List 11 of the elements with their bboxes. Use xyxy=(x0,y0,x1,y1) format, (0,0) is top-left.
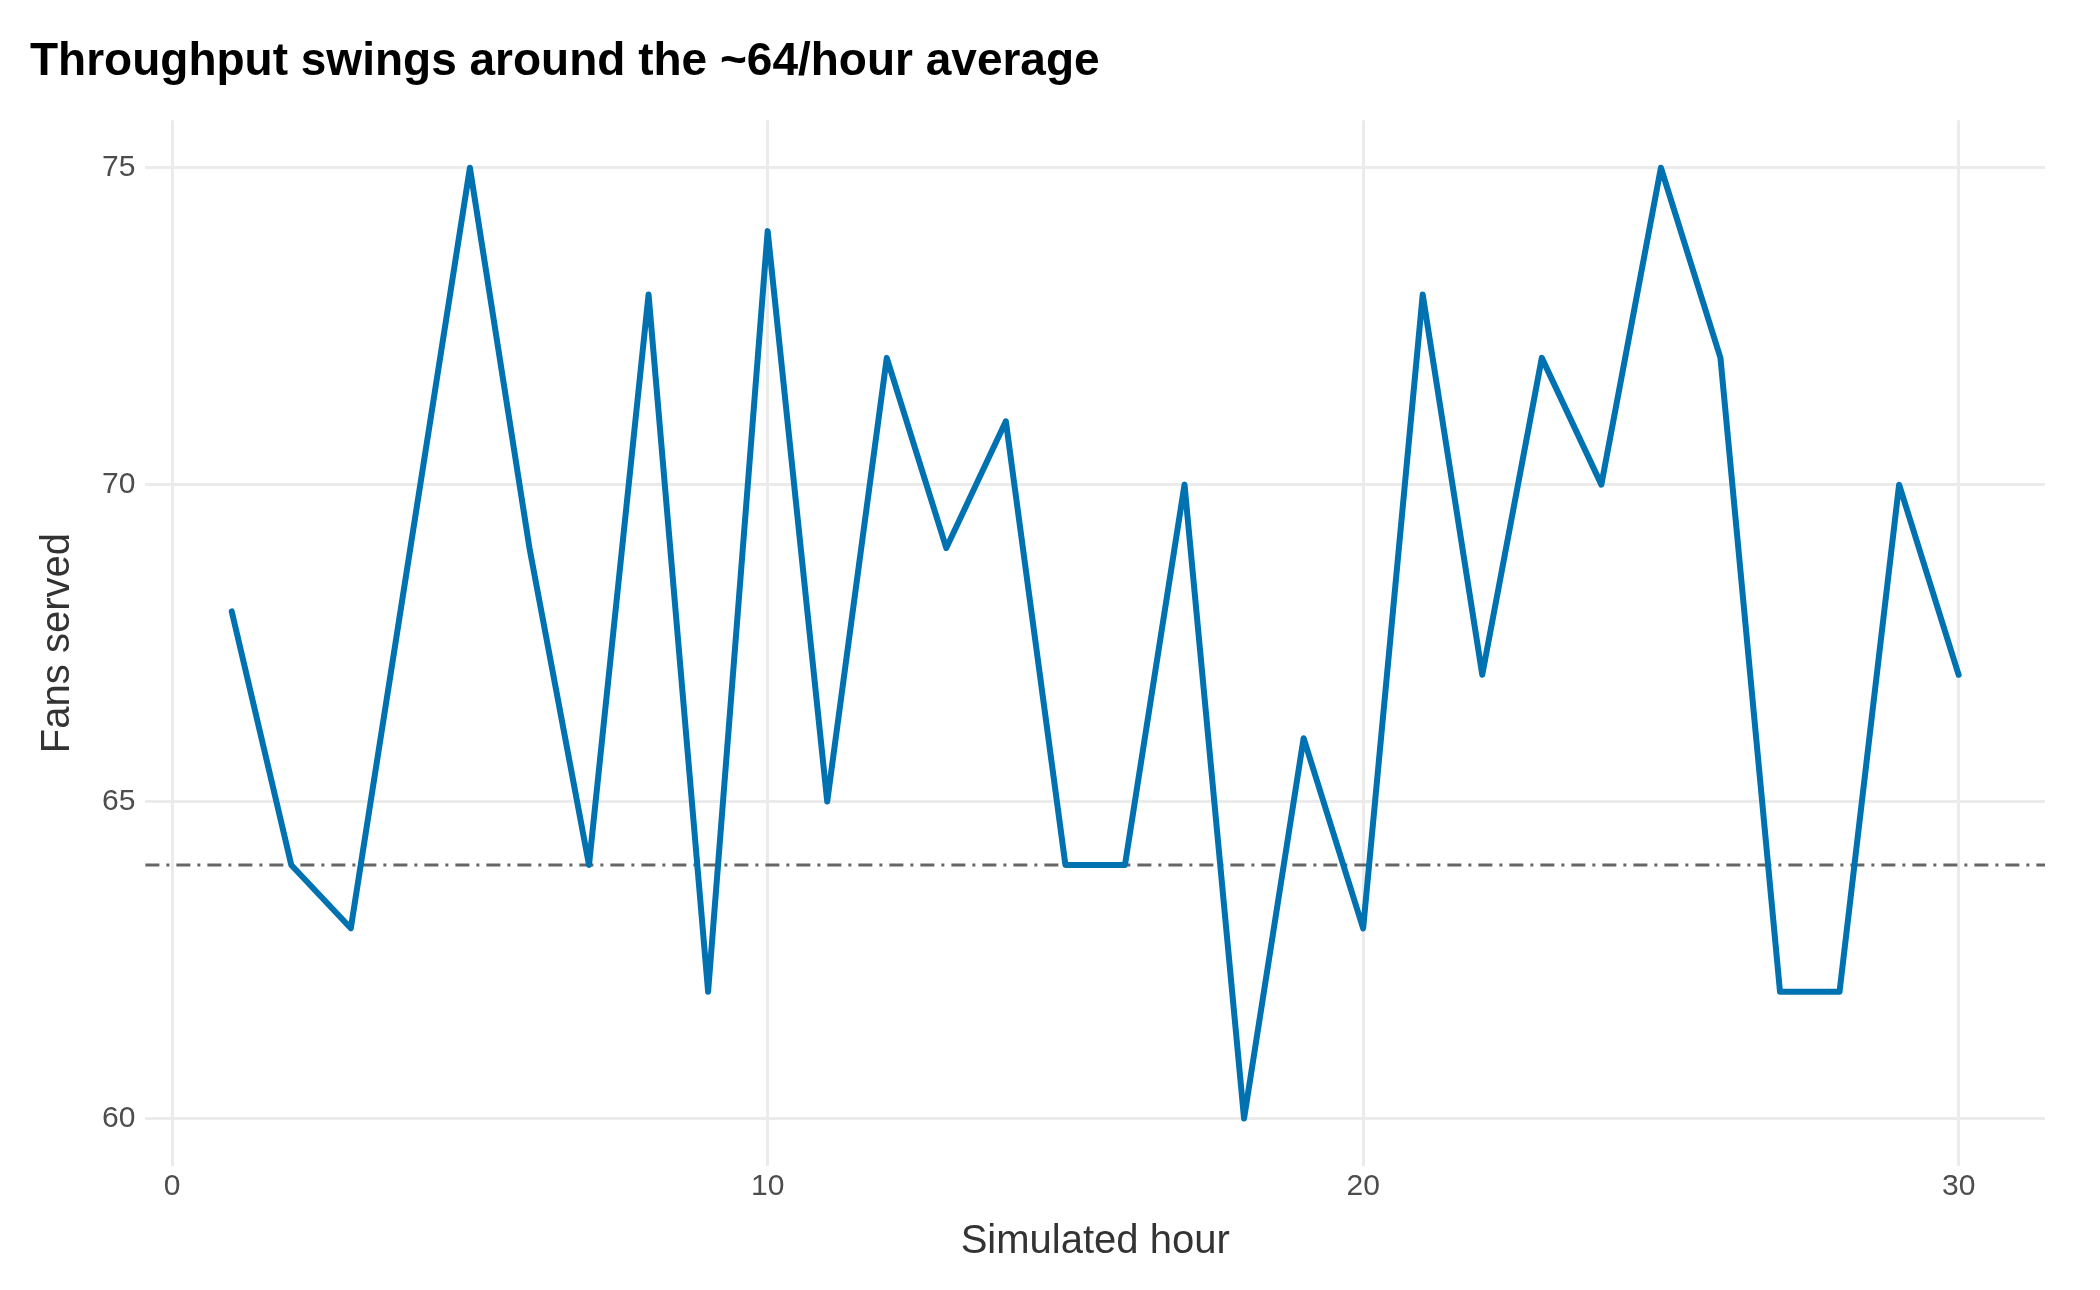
x-tick-label: 20 xyxy=(1346,1168,1380,1202)
y-tick-label: 70 xyxy=(101,465,136,499)
y-tick-label: 75 xyxy=(101,149,136,182)
y-tick-label: 60 xyxy=(101,1099,136,1133)
chart-title: Throughput swings around the ~64/hour average xyxy=(30,33,1100,86)
x-tick-label: 30 xyxy=(1941,1168,1976,1202)
x-tick-label: 10 xyxy=(750,1168,785,1202)
y-axis-title: Fans served xyxy=(33,533,78,754)
y-tick-label: 65 xyxy=(101,782,136,816)
x-axis-title: Simulated hour xyxy=(960,1217,1230,1262)
x-tick-label: 0 xyxy=(163,1168,181,1202)
